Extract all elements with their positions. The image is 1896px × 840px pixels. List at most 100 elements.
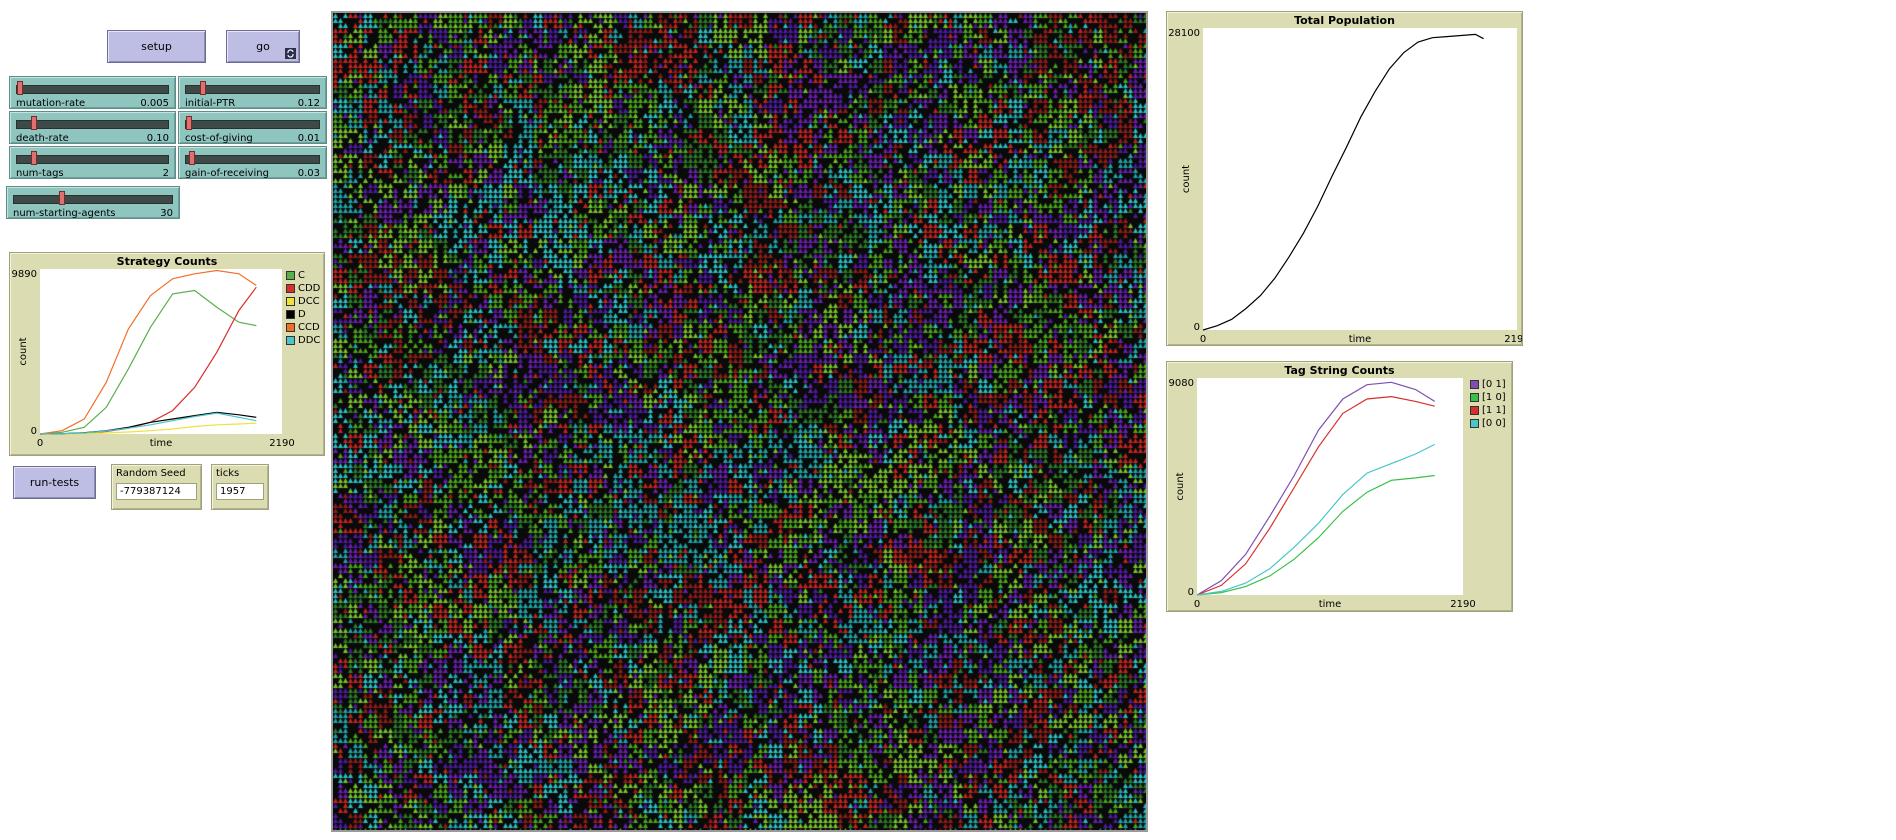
slider-label: cost-of-giving xyxy=(185,133,253,144)
plot-title: Tag String Counts xyxy=(1284,364,1395,377)
plot-area xyxy=(1203,28,1517,330)
slider-track[interactable] xyxy=(185,120,320,129)
legend-label: [0 1] xyxy=(1482,379,1506,390)
slider-thumb[interactable] xyxy=(188,151,195,165)
setup-button[interactable]: setup xyxy=(107,30,206,63)
slider-num-starting-agents[interactable]: num-starting-agents 30 xyxy=(6,186,180,219)
slider-label: death-rate xyxy=(16,133,69,144)
legend-item: [0 1] xyxy=(1470,378,1506,391)
series-line--1-1- xyxy=(1196,395,1435,596)
slider-num-tags[interactable]: num-tags 2 xyxy=(9,146,176,179)
plot-area xyxy=(40,269,282,434)
legend-swatch xyxy=(286,336,295,345)
plot-title: Strategy Counts xyxy=(116,255,218,268)
legend-item: C xyxy=(286,269,320,282)
legend-item: [1 0] xyxy=(1470,391,1506,404)
x-axis-label: time xyxy=(1349,334,1372,345)
ticks-monitor: ticks 1957 xyxy=(211,464,269,510)
slider-thumb[interactable] xyxy=(30,116,37,130)
x-axis-label: time xyxy=(1319,599,1342,610)
plot-tag-string-counts: Tag String Counts 9080 0 0 2190 time count [0… xyxy=(1166,361,1513,612)
x-max-label: 2190 xyxy=(1450,599,1475,610)
run-tests-label: run-tests xyxy=(29,476,80,489)
strategy-legend: C CDD DCC D CCD DDC xyxy=(286,269,320,347)
plot-area xyxy=(1197,378,1463,595)
series-line--0-0- xyxy=(1196,443,1435,596)
legend-item: [1 1] xyxy=(1470,404,1506,417)
monitor-label: ticks xyxy=(216,468,240,479)
x-min-label: 0 xyxy=(1200,334,1206,345)
slider-value: 0.12 xyxy=(297,98,320,109)
legend-label: [1 0] xyxy=(1482,392,1506,403)
world-view[interactable] xyxy=(331,11,1148,832)
plot-total-population: Total Population 28100 00 2190 time count xyxy=(1166,11,1523,346)
legend-label: [0 0] xyxy=(1482,418,1506,429)
slider-thumb[interactable] xyxy=(200,81,207,95)
tags-chart: 9080 00 2190 time count xyxy=(1169,378,1476,610)
slider-gain-of-receiving[interactable]: gain-of-receiving 0.03 xyxy=(178,146,327,179)
go-button[interactable]: go xyxy=(226,30,300,63)
slider-thumb[interactable] xyxy=(59,191,66,205)
x-min-label: 0 xyxy=(1194,599,1200,610)
slider-value: 0.03 xyxy=(297,168,320,179)
series-line-C xyxy=(39,289,257,435)
legend-swatch xyxy=(1470,393,1479,402)
legend-swatch xyxy=(1470,406,1479,415)
run-tests-button[interactable]: run-tests xyxy=(13,466,96,499)
slider-label: initial-PTR xyxy=(185,98,236,109)
slider-track[interactable] xyxy=(185,155,320,164)
x-axis-label: time xyxy=(150,438,173,449)
legend-swatch xyxy=(286,271,295,280)
legend-item: DCC xyxy=(286,295,320,308)
slider-cost-of-giving[interactable]: cost-of-giving 0.01 xyxy=(178,111,327,144)
slider-value: 2 xyxy=(162,168,169,179)
slider-track[interactable] xyxy=(13,195,173,204)
legend-label: [1 1] xyxy=(1482,405,1506,416)
world-canvas[interactable] xyxy=(333,13,1146,830)
y-axis-label: count xyxy=(18,337,29,365)
slider-mutation-rate[interactable]: mutation-rate 0.005 xyxy=(9,76,176,109)
slider-value: 0.01 xyxy=(297,133,320,144)
slider-death-rate[interactable]: death-rate 0.10 xyxy=(9,111,176,144)
random-seed-monitor: Random Seed -779387124 xyxy=(111,464,202,510)
slider-value: 30 xyxy=(160,208,173,219)
x-max-label: 2190 xyxy=(269,438,294,449)
slider-track[interactable] xyxy=(16,120,169,129)
legend-label: DCC xyxy=(298,296,320,307)
setup-button-label: setup xyxy=(141,40,172,53)
go-button-label: go xyxy=(256,40,270,53)
legend-swatch xyxy=(286,323,295,332)
series-line--1-0- xyxy=(1196,474,1435,596)
y-axis-label: count xyxy=(1175,472,1186,500)
legend-label: C xyxy=(298,270,305,281)
series-line-CCD xyxy=(39,269,257,435)
tags-legend: [0 1] [1 0] [1 1] [0 0] xyxy=(1470,378,1506,430)
y-min-label: 0 xyxy=(31,426,37,437)
slider-label: num-tags xyxy=(16,168,64,179)
y-max-label: 28100 xyxy=(1168,28,1200,39)
slider-initial-PTR[interactable]: initial-PTR 0.12 xyxy=(178,76,327,109)
x-min-label: 0 xyxy=(37,438,43,449)
series-line--0-1- xyxy=(1196,381,1436,596)
legend-swatch xyxy=(286,310,295,319)
legend-label: DDC xyxy=(298,335,321,346)
legend-swatch xyxy=(286,297,295,306)
legend-item: CDD xyxy=(286,282,320,295)
slider-track[interactable] xyxy=(185,85,320,94)
legend-swatch xyxy=(1470,419,1479,428)
legend-label: CDD xyxy=(298,283,321,294)
slider-track[interactable] xyxy=(16,85,169,94)
legend-item: DDC xyxy=(286,334,320,347)
slider-thumb[interactable] xyxy=(17,81,24,95)
y-axis-label: count xyxy=(1181,165,1192,193)
series-line-DDC xyxy=(39,412,257,435)
slider-thumb[interactable] xyxy=(186,116,193,130)
slider-track[interactable] xyxy=(16,155,169,164)
monitor-value: 1957 xyxy=(216,483,264,500)
plot-title: Total Population xyxy=(1294,14,1395,27)
monitor-label: Random Seed xyxy=(116,468,186,479)
y-min-label: 0 xyxy=(1188,587,1194,598)
slider-thumb[interactable] xyxy=(30,151,37,165)
plot-strategy-counts: Strategy Counts 9890 0 0 2190 time count C CDD… xyxy=(9,252,325,456)
slider-label: mutation-rate xyxy=(16,98,86,109)
